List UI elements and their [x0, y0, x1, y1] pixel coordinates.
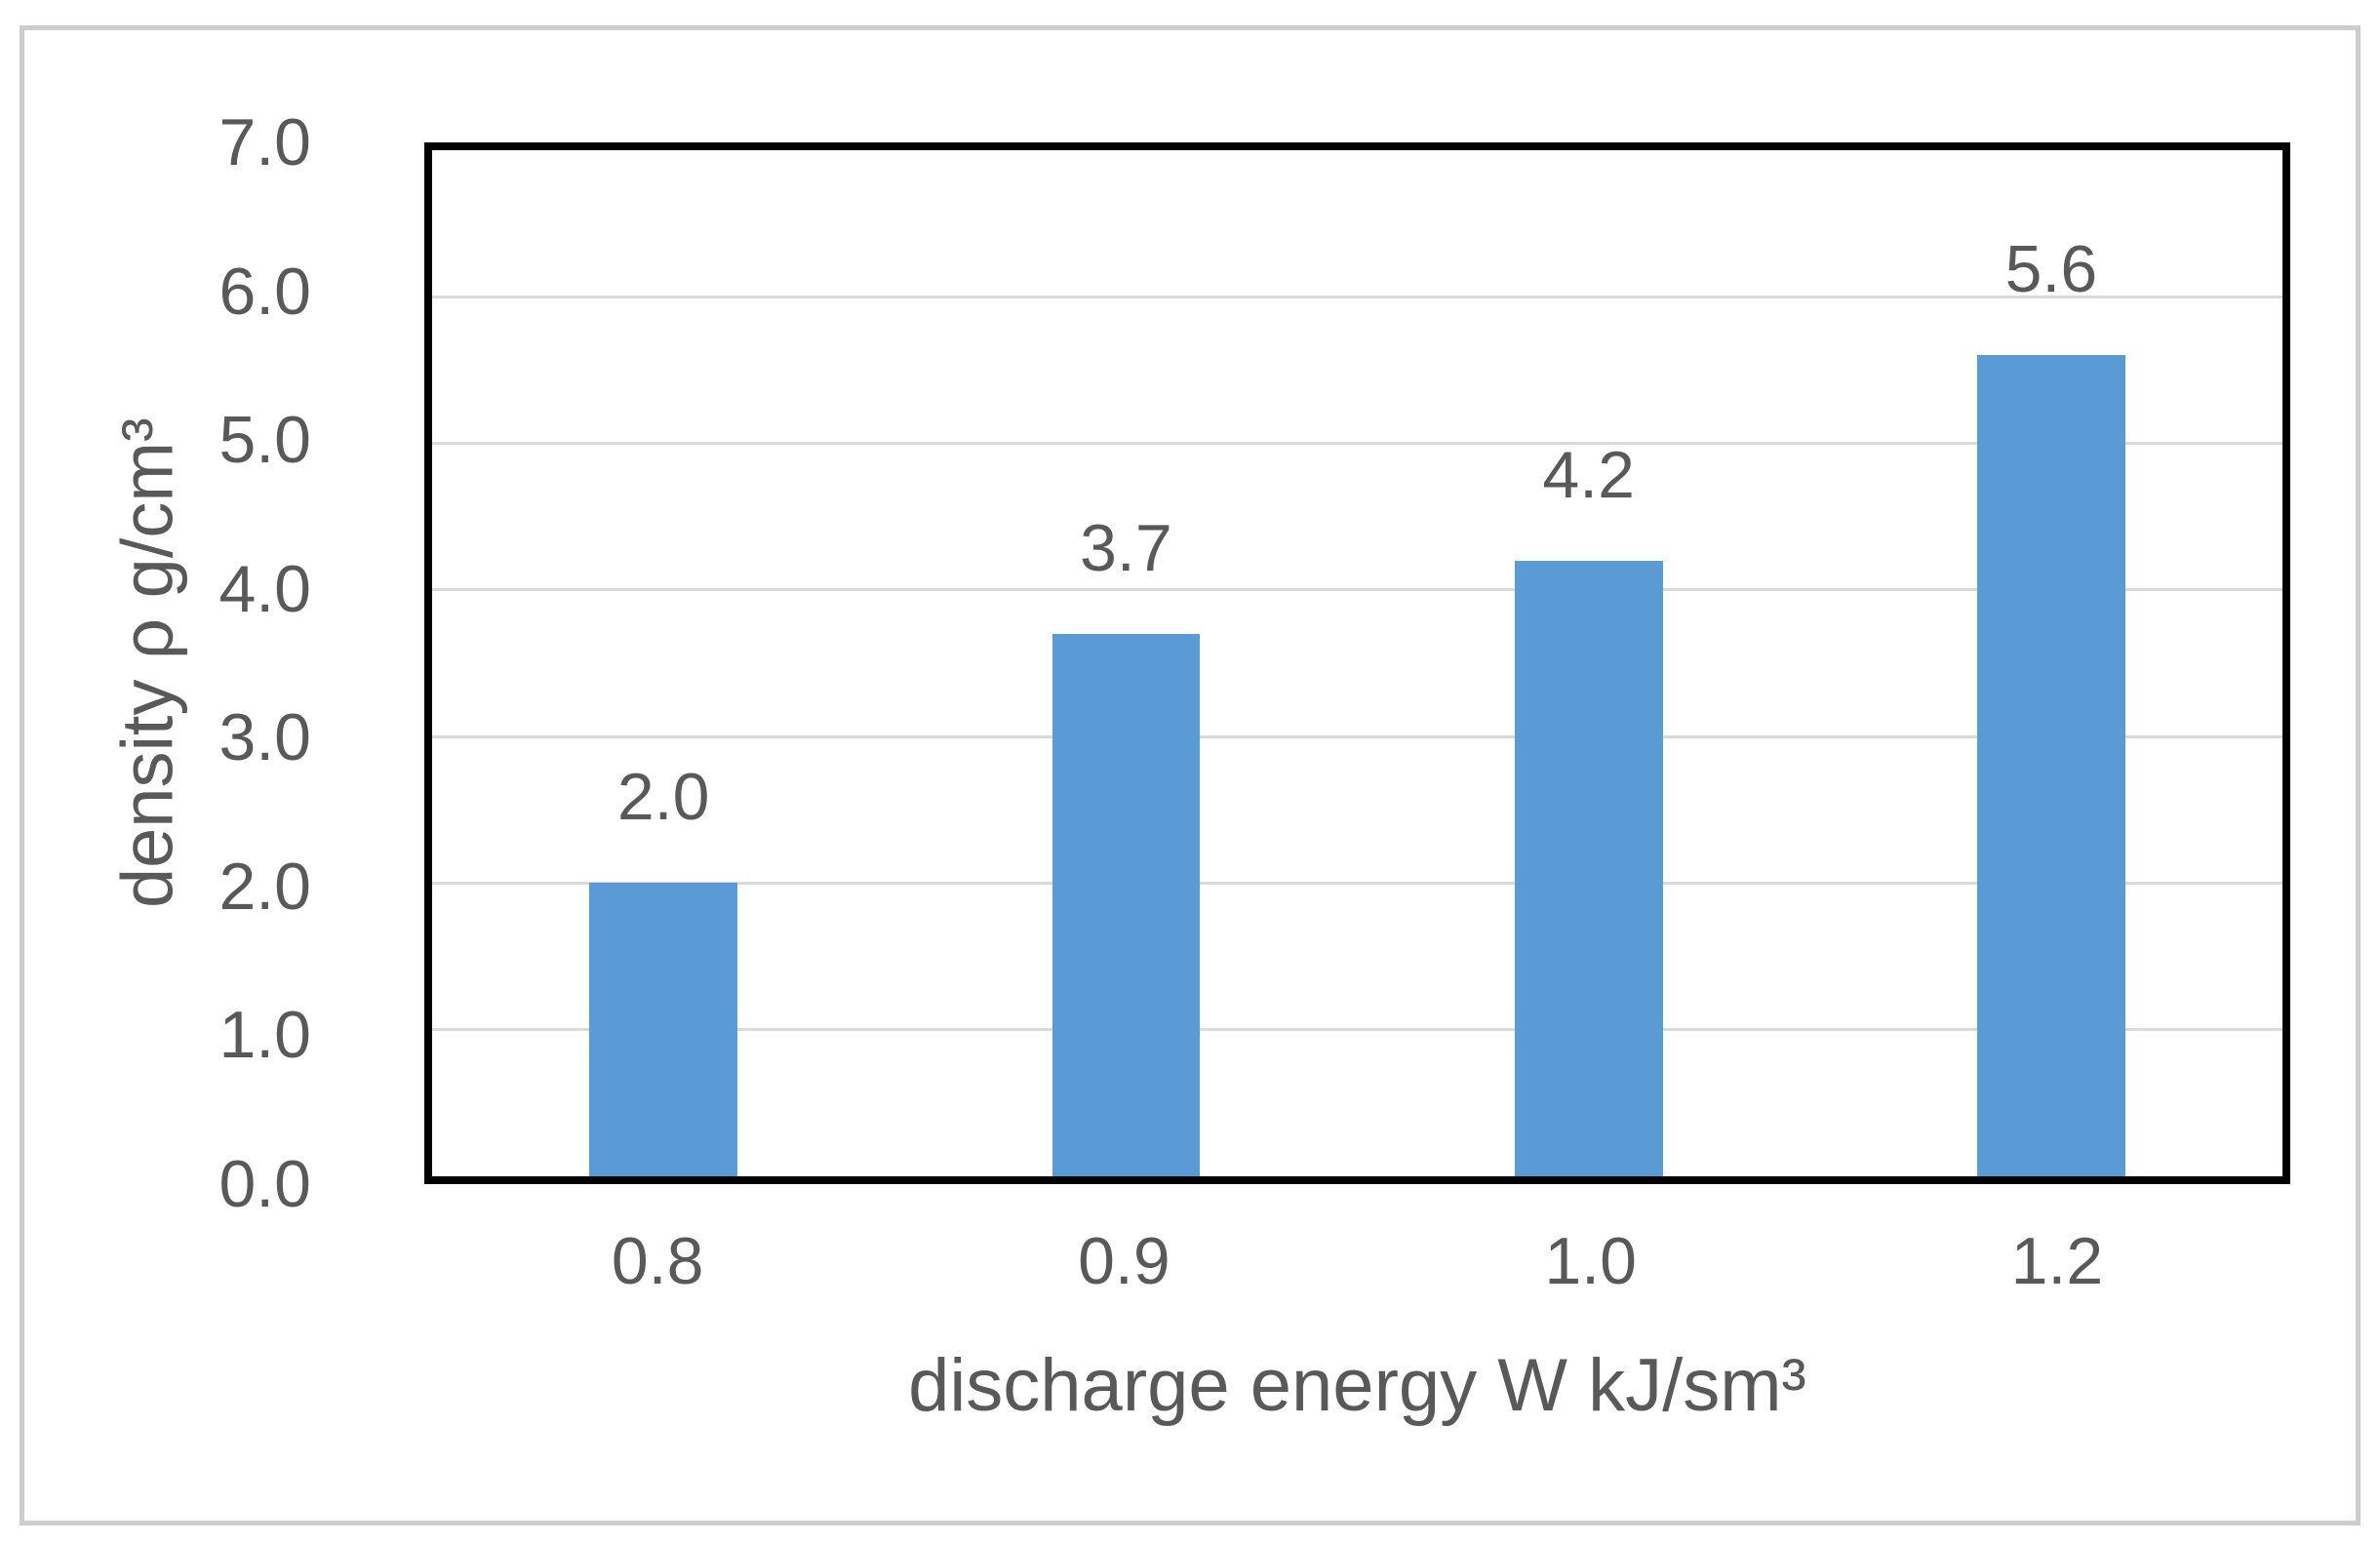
- x-tick-label: 0.8: [611, 1224, 704, 1298]
- y-tick-label: 5.0: [218, 403, 311, 478]
- gridline: [432, 881, 2282, 885]
- x-tick-label: 1.0: [1544, 1224, 1637, 1298]
- bar: 4.2: [1514, 442, 1663, 1176]
- gridline: [432, 1028, 2282, 1032]
- y-tick-label: 6.0: [218, 254, 311, 329]
- bars: 2.0 3.7 4.2 5.6: [432, 150, 2282, 1176]
- bar: 5.6: [1977, 236, 2125, 1176]
- gridline: [432, 734, 2282, 738]
- bar-slot: 4.2: [1358, 150, 1820, 1176]
- y-tick-label: 1.0: [218, 998, 311, 1073]
- bar-slot: 2.0: [432, 150, 894, 1176]
- figure-frame: density ρ g/cm³ 0.0 1.0 2.0 3.0 4.0 5.0 6.0 7.0…: [20, 25, 2360, 1525]
- y-axis-ticks: 0.0 1.0 2.0 3.0 4.0 5.0 6.0 7.0: [24, 109, 368, 1217]
- x-axis-ticks: 0.8 0.9 1.0 1.2: [424, 1228, 2290, 1294]
- y-tick-label: 3.0: [218, 700, 311, 775]
- y-tick-label: 2.0: [218, 849, 311, 924]
- bar: 2.0: [589, 764, 737, 1176]
- gridline: [432, 588, 2282, 592]
- x-axis-title: discharge energy W kJ/sm³: [908, 1344, 1806, 1427]
- x-tick-label: 0.9: [1078, 1224, 1170, 1298]
- y-tick-label: 0.0: [218, 1147, 311, 1221]
- bar-value-label: 3.7: [1080, 510, 1172, 585]
- bar-value-label: 5.6: [2004, 232, 2098, 307]
- bar: 3.7: [1051, 515, 1201, 1176]
- bar-slot: 5.6: [1820, 150, 2282, 1176]
- bar-value-label: 4.2: [1542, 437, 1635, 512]
- plot-area: 2.0 3.7 4.2 5.6: [424, 142, 2290, 1184]
- y-tick-label: 7.0: [218, 105, 311, 179]
- y-tick-label: 4.0: [218, 551, 311, 626]
- gridline: [432, 442, 2282, 446]
- bar-value-label: 2.0: [616, 760, 710, 835]
- bar-slot: 3.7: [894, 150, 1357, 1176]
- x-tick-label: 1.2: [2010, 1224, 2104, 1298]
- gridline: [432, 295, 2282, 298]
